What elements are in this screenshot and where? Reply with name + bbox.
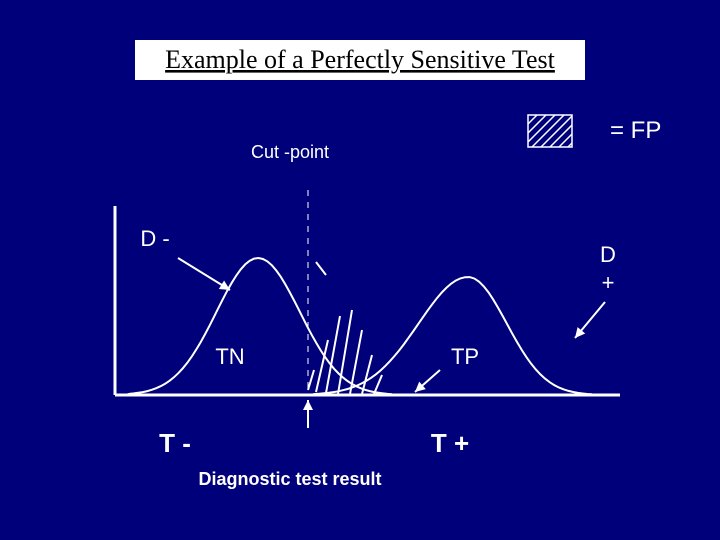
legend-label: = FP [610,117,661,144]
label-t_minus: T - [159,428,191,458]
label-d_plus_line1: D [600,242,616,267]
slide-title: Example of a Perfectly Sensitive Test [165,45,556,74]
label-tn: TN [215,344,244,369]
label-t_plus: T + [431,428,469,458]
label-tp: TP [451,344,479,369]
label-x_axis: Diagnostic test result [198,469,381,489]
label-d_minus: D - [140,226,169,251]
label-cut_point: Cut -point [251,142,329,162]
label-d_plus_line2: + [602,270,615,295]
